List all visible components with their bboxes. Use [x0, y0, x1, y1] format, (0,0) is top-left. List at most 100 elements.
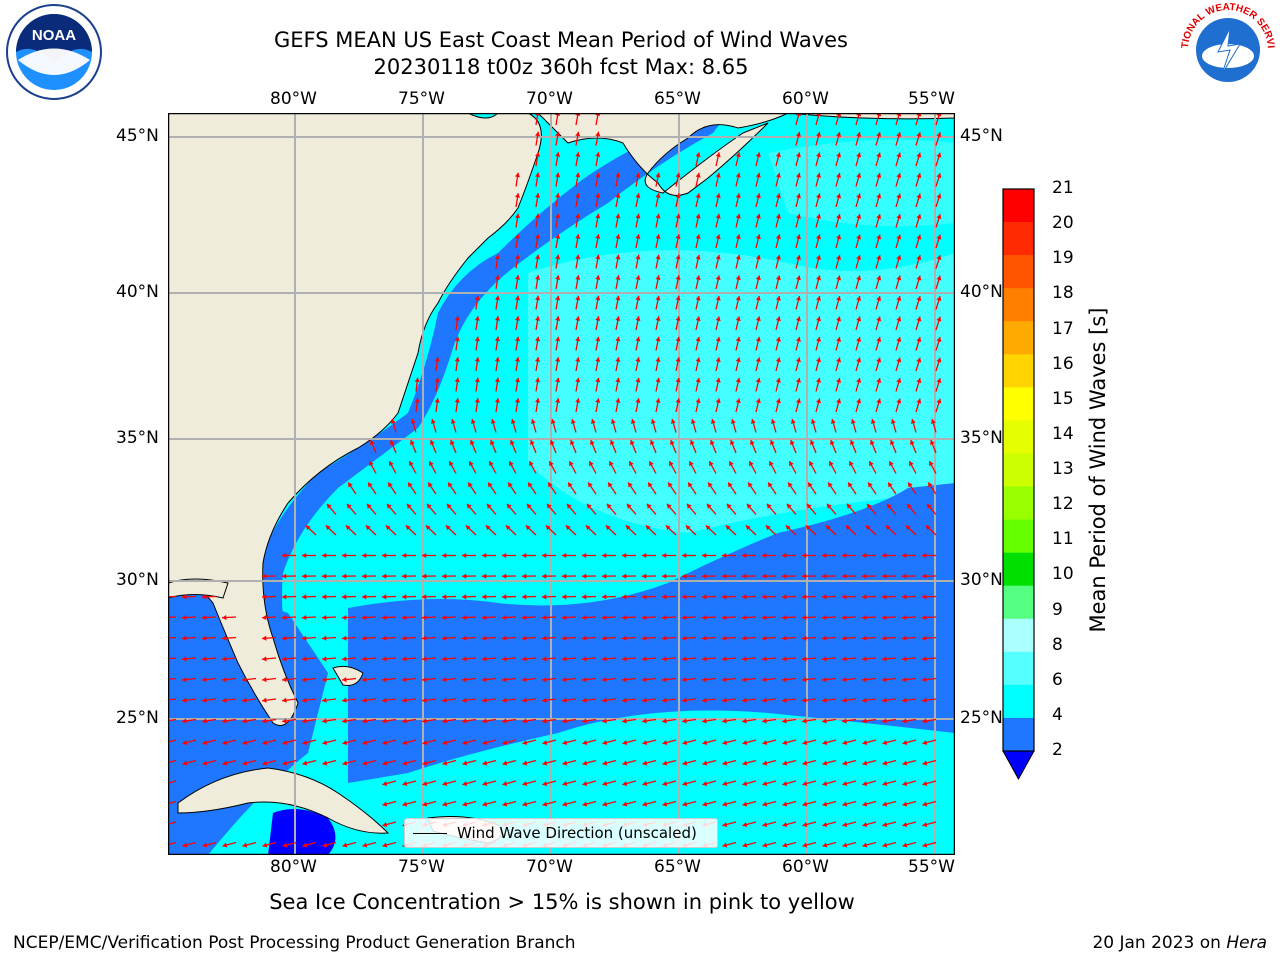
- wave-direction-arrowhead: [514, 357, 521, 362]
- colorbar-segment: [1003, 420, 1034, 454]
- wave-direction-arrowhead: [916, 296, 922, 301]
- lat-tick-left: 25°N: [116, 708, 159, 728]
- wave-direction-arrowhead: [222, 760, 228, 766]
- wave-direction-arrowhead: [702, 552, 707, 559]
- lat-tick-right: 45°N: [960, 126, 1003, 146]
- wave-direction-arrowhead: [722, 697, 727, 703]
- wave-direction-arrowhead: [762, 635, 767, 641]
- wave-direction-arrowhead: [502, 573, 507, 579]
- wave-direction-arrowhead: [635, 398, 641, 403]
- wave-direction-arrowhead: [362, 614, 367, 621]
- wave-direction-arrowhead: [916, 152, 922, 158]
- wave-direction-arrowhead: [922, 842, 928, 848]
- colorbar-segment: [1003, 387, 1034, 421]
- wave-direction-arrowhead: [650, 419, 656, 424]
- wave-direction-arrowhead: [562, 635, 567, 641]
- wave-direction-arrowhead: [722, 614, 727, 621]
- wave-direction-arrowhead: [730, 419, 736, 424]
- lon-tick-top: 55°W: [908, 89, 955, 109]
- wave-direction-arrowhead: [762, 697, 767, 703]
- wave-direction-arrowhead: [735, 234, 741, 240]
- wave-direction-arrowhead: [489, 440, 495, 445]
- wave-direction-arrowhead: [936, 234, 942, 240]
- wave-direction-arrowhead: [322, 656, 327, 662]
- wave-direction-arrowhead: [762, 573, 767, 579]
- wave-direction-arrowhead: [582, 781, 588, 787]
- wave-direction-arrowhead: [662, 573, 667, 579]
- wave-direction-arrowhead: [715, 193, 721, 199]
- wave-direction-arrowhead: [635, 295, 641, 301]
- wave-direction-arrowhead: [602, 781, 608, 787]
- wave-direction-arrowhead: [782, 842, 788, 848]
- wave-direction-arrowhead: [555, 295, 561, 301]
- wave-direction-arrowhead: [822, 573, 827, 579]
- wave-direction-arrowhead: [755, 275, 761, 281]
- wave-direction-arrowhead: [522, 656, 527, 662]
- wave-direction-arrowhead: [382, 614, 387, 621]
- wave-direction-arrowhead: [542, 635, 547, 641]
- wave-direction-arrowhead: [422, 635, 427, 641]
- wave-direction-arrowhead: [695, 152, 701, 158]
- wave-direction-arrowhead: [302, 614, 307, 621]
- wave-direction-arrowhead: [502, 676, 507, 683]
- wave-direction-arrowhead: [769, 440, 775, 445]
- wave-direction-arrowhead: [682, 740, 688, 746]
- wave-direction-arrowhead: [662, 594, 667, 600]
- wave-direction-arrowhead: [182, 697, 187, 703]
- wave-direction-arrowhead: [566, 503, 572, 509]
- wave-direction-arrowhead: [802, 740, 808, 746]
- wave-direction-arrowhead: [535, 131, 541, 137]
- wave-direction-arrowhead: [896, 234, 902, 240]
- wave-direction-arrowhead: [555, 172, 561, 178]
- wave-direction-arrowhead: [889, 440, 895, 445]
- wave-direction-arrowhead: [382, 656, 387, 662]
- wave-direction-arrowhead: [442, 718, 447, 724]
- wave-direction-arrowhead: [788, 482, 793, 488]
- wave-direction-arrowhead: [635, 336, 641, 342]
- wave-direction-arrowhead: [494, 336, 500, 342]
- lon-tick-top: 80°W: [270, 89, 317, 109]
- wave-direction-arrowhead: [882, 718, 887, 724]
- wave-direction-arrowhead: [342, 760, 348, 766]
- wave-direction-arrowhead: [609, 440, 615, 445]
- wave-direction-arrowhead: [922, 801, 928, 807]
- wave-direction-arrowhead: [722, 573, 727, 579]
- wave-direction-arrowhead: [802, 718, 807, 724]
- wave-direction-arrowhead: [742, 594, 747, 600]
- wave-direction-arrowhead: [782, 676, 787, 683]
- wave-direction-arrowhead: [482, 635, 487, 641]
- wave-direction-arrowhead: [570, 419, 576, 424]
- wave-direction-arrowhead: [765, 525, 771, 531]
- wave-direction-arrowhead: [449, 440, 455, 445]
- wave-direction-arrowhead: [902, 740, 908, 746]
- wave-direction-arrowhead: [862, 822, 868, 828]
- wave-direction-arrowhead: [482, 781, 488, 787]
- wave-direction-arrowhead: [655, 254, 661, 260]
- wave-direction-arrowhead: [742, 740, 748, 746]
- lon-tick-bottom: 75°W: [398, 857, 445, 877]
- colorbar-tick: 20: [1052, 213, 1074, 234]
- wave-direction-arrowhead: [695, 336, 701, 342]
- wave-direction-arrowhead: [808, 482, 813, 488]
- wave-direction-arrowhead: [508, 482, 513, 488]
- wave-direction-arrowhead: [722, 594, 727, 600]
- wave-direction-arrowhead: [635, 377, 641, 383]
- colorbar-tick: 9: [1052, 599, 1063, 620]
- colorbar-segment: [1003, 453, 1034, 488]
- wave-direction-arrowhead: [755, 295, 761, 301]
- wave-direction-arrowhead: [482, 573, 487, 579]
- wave-direction-arrowhead: [482, 614, 487, 621]
- wave-direction-arrowhead: [936, 214, 942, 219]
- wave-direction-arrowhead: [486, 503, 492, 509]
- wave-direction-arrowhead: [715, 172, 721, 178]
- wave-direction-arrowhead: [822, 635, 827, 641]
- wave-direction-arrowhead: [908, 482, 913, 488]
- wave-direction-arrowhead: [869, 461, 874, 467]
- wave-direction-arrowhead: [422, 740, 428, 746]
- wave-direction-arrowhead: [546, 503, 552, 509]
- wave-direction-arrowhead: [876, 378, 882, 383]
- wave-direction-arrowhead: [902, 614, 907, 621]
- colorbar-segment: [1003, 222, 1034, 256]
- wave-direction-arrowhead: [615, 377, 621, 383]
- wave-direction-arrowhead: [715, 213, 721, 219]
